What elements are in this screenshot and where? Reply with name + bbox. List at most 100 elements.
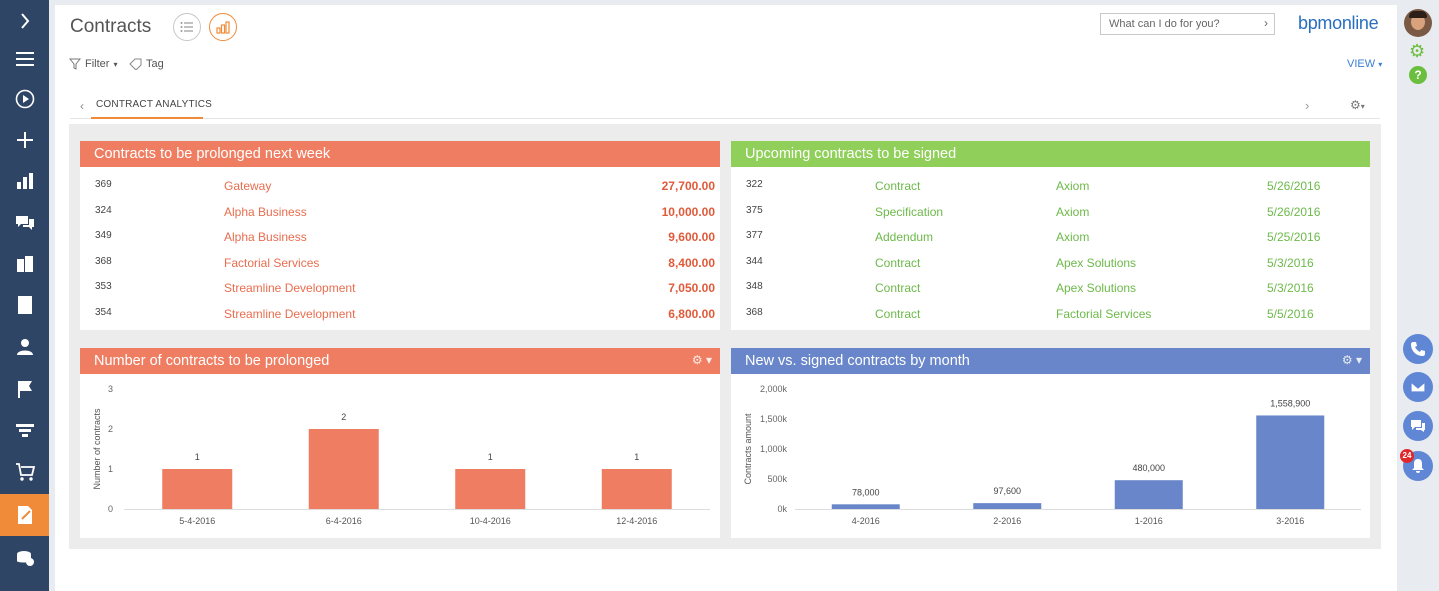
gear-icon[interactable]: ⚙ ▾ <box>1341 353 1362 367</box>
list-item[interactable]: 324 Alpha Business 10,000.00 <box>80 205 720 225</box>
list-item[interactable]: 322 Contract Axiom 5/26/2016 <box>731 179 1370 199</box>
contract-date[interactable]: 5/3/2016 <box>1267 281 1314 295</box>
list-item[interactable]: 369 Gateway 27,700.00 <box>80 179 720 199</box>
view-menu-button[interactable]: VIEW ▾ <box>1347 58 1382 70</box>
contract-type-link[interactable]: Contract <box>875 179 921 193</box>
y-tick-label: 2,000k <box>760 384 788 394</box>
chart-title: Number of contracts to be prolonged <box>94 353 330 369</box>
nav-item-funnel[interactable] <box>0 410 49 452</box>
bar <box>455 469 526 509</box>
contract-amount[interactable]: 7,050.00 <box>668 281 715 295</box>
account-link[interactable]: Alpha Business <box>224 230 307 244</box>
contract-number: 344 <box>746 255 763 267</box>
filter-button[interactable]: Filter ▾ <box>69 58 117 70</box>
mail-icon <box>1410 381 1426 393</box>
nav-item-cart[interactable] <box>0 451 49 493</box>
tag-button[interactable]: Tag <box>129 58 164 70</box>
list-item[interactable]: 375 Specification Axiom 5/26/2016 <box>731 205 1370 225</box>
flag-icon <box>17 381 32 398</box>
list-view-button[interactable] <box>173 13 201 41</box>
nav-item-chevron-right[interactable] <box>0 0 49 42</box>
contract-type-link[interactable]: Specification <box>875 204 944 219</box>
contract-amount[interactable]: 8,400.00 <box>668 255 715 270</box>
contract-date[interactable]: 5/5/2016 <box>1267 306 1314 321</box>
person-icon <box>16 339 33 355</box>
account-link[interactable]: Apex Solutions <box>1056 281 1137 295</box>
widget-upcoming-signed: Upcoming contracts to be signed 322 Contr… <box>731 141 1370 330</box>
chat-button[interactable] <box>1403 411 1433 441</box>
list-item[interactable]: 344 Contract Apex Solutions 5/3/2016 <box>731 256 1370 276</box>
contract-date[interactable]: 5/26/2016 <box>1267 204 1321 219</box>
y-tick-label: 0k <box>777 504 787 514</box>
list-item[interactable]: 349 Alpha Business 9,600.00 <box>80 230 720 250</box>
notification-count-badge: 24 <box>1400 449 1414 463</box>
cart-icon <box>15 463 35 481</box>
x-tick-label: 6-4-2016 <box>326 516 362 526</box>
account-link[interactable]: Streamline Development <box>224 306 356 321</box>
account-link[interactable]: Axiom <box>1056 179 1090 193</box>
caret-down-icon: ▾ <box>113 59 118 69</box>
contract-amount[interactable]: 27,700.00 <box>661 179 715 193</box>
prolonged-chart: 0 1 2 3 Number of contracts 1 5-4-2016 2 6-4-201… <box>92 384 710 526</box>
chevron-right-icon[interactable]: › <box>1264 16 1268 30</box>
nav-item-play[interactable] <box>0 78 49 120</box>
tab-contract-analytics[interactable]: CONTRACT ANALYTICS <box>96 99 213 110</box>
nav-item-accounts[interactable] <box>0 243 49 285</box>
account-link[interactable]: Apex Solutions <box>1056 255 1137 270</box>
list-item[interactable]: 353 Streamline Development 7,050.00 <box>80 281 720 301</box>
contract-amount[interactable]: 10,000.00 <box>661 204 715 219</box>
contract-type-link[interactable]: Addendum <box>875 230 934 244</box>
nav-item-coins[interactable] <box>0 537 49 579</box>
contract-type-link[interactable]: Contract <box>875 255 921 270</box>
account-link[interactable]: Alpha Business <box>224 204 307 219</box>
bell-icon <box>1412 459 1424 473</box>
chart-title: New vs. signed contracts by month <box>745 353 970 369</box>
data-label: 97,600 <box>993 486 1021 496</box>
account-link[interactable]: Axiom <box>1056 204 1090 219</box>
contract-number: 324 <box>95 204 112 216</box>
list-item[interactable]: 368 Factorial Services 8,400.00 <box>80 256 720 276</box>
nav-item-person[interactable] <box>0 326 49 368</box>
gear-icon[interactable]: ⚙▾ <box>1350 98 1365 112</box>
contract-date[interactable]: 5/3/2016 <box>1267 255 1314 270</box>
phone-button[interactable] <box>1403 334 1433 364</box>
chevron-left-icon[interactable]: ‹ <box>80 99 84 113</box>
building-icon <box>17 296 32 314</box>
account-link[interactable]: Axiom <box>1056 230 1090 244</box>
gear-icon[interactable]: ⚙ ▾ <box>691 353 712 367</box>
contract-date[interactable]: 5/26/2016 <box>1267 179 1321 193</box>
help-icon[interactable]: ? <box>1409 66 1427 84</box>
contract-number: 354 <box>95 306 112 318</box>
account-link[interactable]: Factorial Services <box>1056 306 1152 321</box>
logo: bpmonline <box>1298 13 1379 33</box>
contract-date[interactable]: 5/25/2016 <box>1267 230 1321 244</box>
caret-down-icon: ▾ <box>1378 60 1383 69</box>
contract-amount[interactable]: 6,800.00 <box>668 306 715 321</box>
email-button[interactable] <box>1403 372 1433 402</box>
chevron-right-icon[interactable]: › <box>1305 98 1310 113</box>
gear-icon[interactable]: ⚙ <box>1409 41 1426 61</box>
analytics-view-button[interactable] <box>209 13 237 41</box>
contract-type-link[interactable]: Contract <box>875 306 921 321</box>
list-item[interactable]: 348 Contract Apex Solutions 5/3/2016 <box>731 281 1370 301</box>
plus-icon <box>16 132 33 148</box>
account-link[interactable]: Streamline Development <box>224 281 356 295</box>
contract-type-link[interactable]: Contract <box>875 281 921 295</box>
contract-amount[interactable]: 9,600.00 <box>668 230 715 244</box>
coins-icon <box>16 551 34 566</box>
list-item[interactable]: 377 Addendum Axiom 5/25/2016 <box>731 230 1370 250</box>
list-item[interactable]: 368 Contract Factorial Services 5/5/2016 <box>731 307 1370 327</box>
avatar[interactable] <box>1404 9 1432 37</box>
nav-item-contract[interactable] <box>0 494 49 536</box>
widget-chart-prolonged: Number of contracts to be prolonged ⚙ ▾ … <box>80 348 720 538</box>
account-link[interactable]: Gateway <box>224 179 272 193</box>
account-link[interactable]: Factorial Services <box>224 255 320 270</box>
command-search-input[interactable]: What can I do for you? › <box>1100 13 1275 35</box>
nav-item-plus[interactable] <box>0 119 49 161</box>
nav-item-building[interactable] <box>0 284 49 326</box>
list-item[interactable]: 354 Streamline Development 6,800.00 <box>80 307 720 327</box>
nav-item-flag[interactable] <box>0 368 49 410</box>
nav-item-chat[interactable] <box>0 202 49 244</box>
nav-item-bar-chart[interactable] <box>0 160 49 202</box>
nav-item-menu[interactable] <box>0 38 49 80</box>
